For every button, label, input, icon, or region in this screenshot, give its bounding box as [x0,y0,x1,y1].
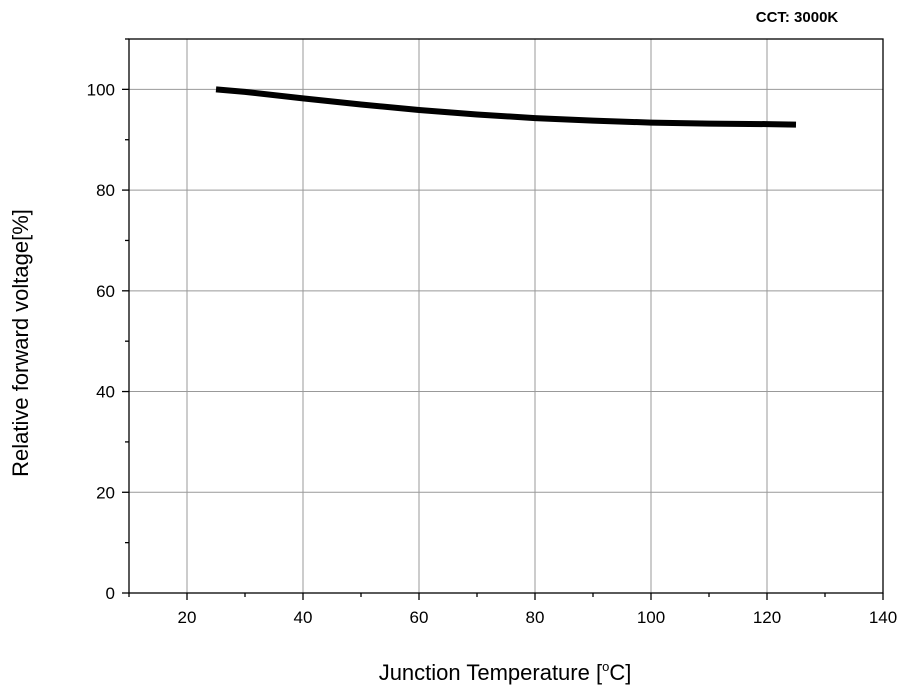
x-axis-title-superscript: o [602,659,609,674]
x-tick-label: 60 [410,608,429,627]
annotation-label: CCT: 3000K [756,9,839,26]
y-tick-label: 80 [96,181,115,200]
plot-frame [128,38,884,594]
x-axis-title-unit: C] [609,660,631,685]
x-axis-title-main: Junction Temperature [ [379,660,602,685]
x-axis-title: Junction Temperature [oC] [379,659,632,685]
y-axis-title: Relative forward voltage[%] [8,209,33,477]
y-tick-label: 20 [96,483,115,502]
x-tick-label: 140 [869,608,897,627]
x-tick-label: 120 [753,608,781,627]
x-tick-label: 40 [294,608,313,627]
y-tick-label: 60 [96,282,115,301]
x-tick-label: 80 [526,608,545,627]
series-layer [215,86,797,128]
y-tick-label: 40 [96,383,115,402]
y-tick-label: 100 [87,80,115,99]
axis-ticks [122,38,884,600]
series-line [215,86,797,128]
y-tick-label: 0 [106,584,115,603]
x-tick-label: 100 [637,608,665,627]
x-tick-label: 20 [178,608,197,627]
tick-labels: 20 40 60 80 100 120 140 0 20 40 60 80 100 [87,80,898,627]
grid-lines [129,39,883,593]
